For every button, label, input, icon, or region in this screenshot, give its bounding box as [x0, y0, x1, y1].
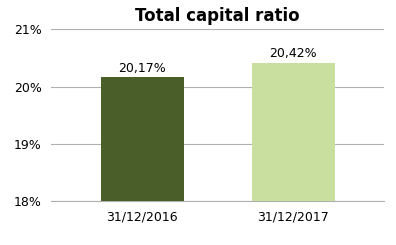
Bar — [252, 62, 335, 245]
Bar — [101, 77, 184, 245]
Text: 20,17%: 20,17% — [118, 61, 166, 74]
Title: Total capital ratio: Total capital ratio — [135, 7, 300, 25]
Text: 20,42%: 20,42% — [270, 47, 317, 60]
